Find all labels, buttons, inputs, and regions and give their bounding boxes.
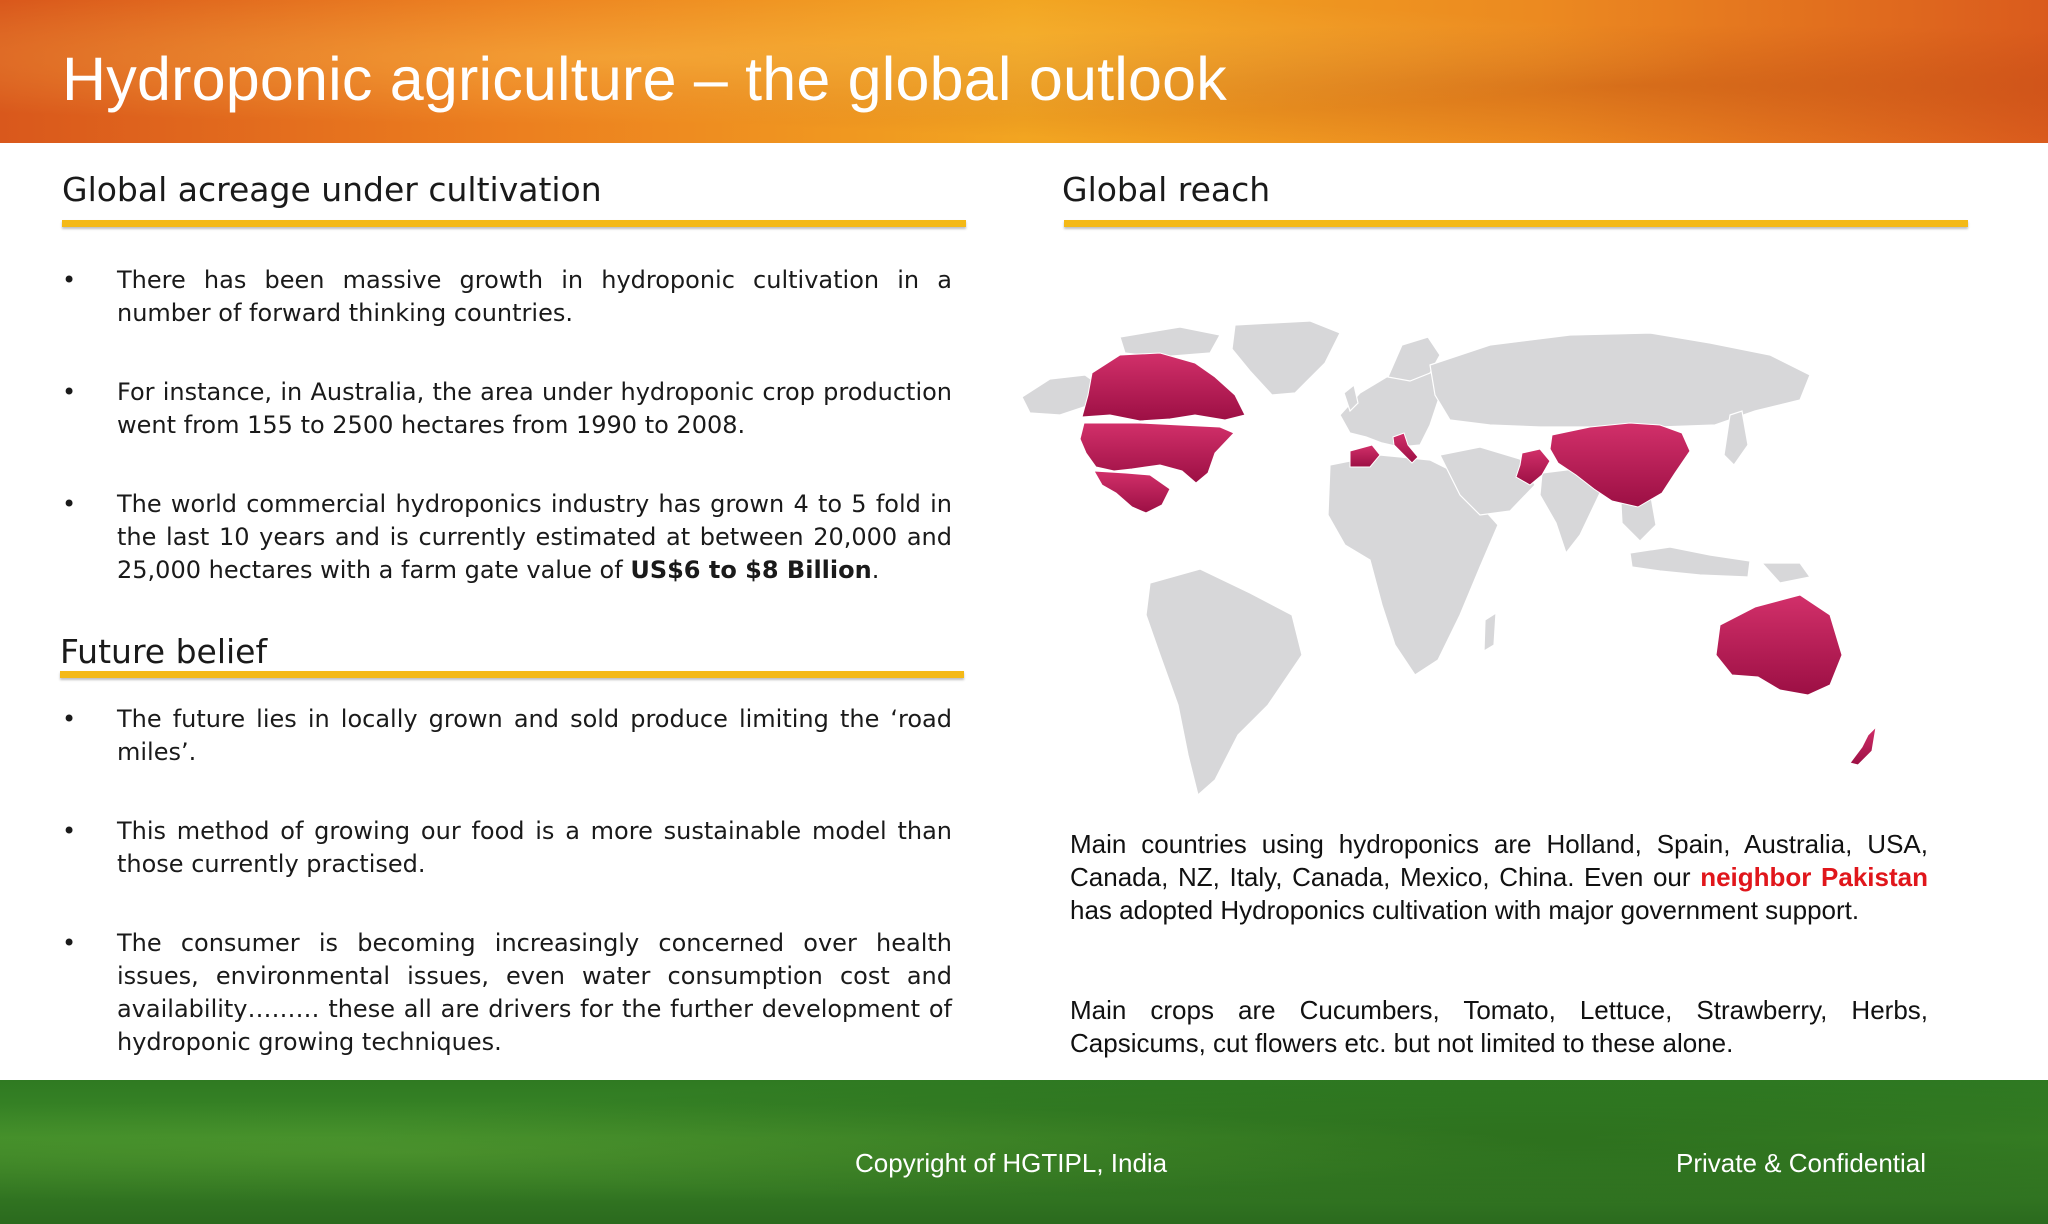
pakistan-highlight: neighbor Pakistan — [1700, 862, 1928, 892]
countries-text-end: has adopted Hydroponics cultivation with… — [1070, 895, 1860, 925]
footer-confidential: Private & Confidential — [1676, 1148, 1927, 1178]
crops-paragraph: Main crops are Cucumbers, Tomato, Lettuc… — [1070, 995, 1928, 1058]
country-canada — [1081, 352, 1246, 422]
bullet-bold-value: US$6 to $8 Billion — [630, 556, 872, 584]
land-uk — [1343, 383, 1359, 413]
bullet-text: For instance, in Australia, the area und… — [117, 378, 952, 439]
land-scandinavia — [1387, 336, 1441, 382]
list-item: • The consumer is becoming increasingly c… — [62, 929, 952, 1056]
bullet-text: There has been massive growth in hydropo… — [117, 266, 952, 327]
country-italy — [1392, 432, 1419, 464]
bullet-text: This method of growing our food is a mor… — [117, 817, 952, 878]
section-title-future: Future belief — [60, 632, 268, 671]
bullet-text: The future lies in locally grown and sol… — [117, 705, 952, 766]
countries-text-start: Main countries using hydroponics are Hol… — [1070, 829, 1928, 892]
land-arctic-islands — [1119, 326, 1221, 358]
map-highlighted-countries — [1079, 352, 1877, 766]
section-title-acreage: Global acreage under cultivation — [62, 170, 602, 209]
bullet-text: The consumer is becoming increasingly co… — [117, 929, 952, 1056]
header-banner: Hydroponic agriculture – the global outl… — [0, 0, 2048, 143]
land-europe — [1339, 366, 1441, 448]
map-land — [1021, 320, 1812, 797]
country-australia — [1715, 594, 1843, 696]
list-item: • This method of growing our food is a mo… — [62, 817, 952, 878]
country-usa — [1079, 422, 1235, 484]
section-rule-future — [60, 671, 964, 678]
list-item: • The future lies in locally grown and so… — [62, 705, 952, 766]
section-rule-global-reach — [1064, 220, 1968, 227]
list-item: • There has been massive growth in hydrop… — [62, 266, 952, 327]
footer-copyright: Copyright of HGTIPL, India — [855, 1148, 1168, 1178]
land-south-america — [1145, 568, 1303, 797]
list-item: • For instance, in Australia, the area un… — [62, 378, 952, 439]
land-madagascar — [1483, 611, 1497, 653]
section-rule-acreage — [62, 220, 966, 227]
future-bullet-list: • The future lies in locally grown and so… — [62, 703, 952, 1059]
list-item: • The world commercial hydroponics indust… — [62, 490, 952, 584]
country-new-zealand — [1849, 725, 1877, 766]
land-africa — [1327, 454, 1499, 676]
land-indonesia — [1629, 546, 1751, 578]
footer-banner: Copyright of HGTIPL, India Private & Con… — [0, 1080, 2048, 1224]
land-papua — [1760, 562, 1812, 584]
bullet-end: . — [871, 556, 880, 584]
country-spain — [1349, 444, 1381, 468]
land-middle-east — [1439, 446, 1536, 516]
section-title-global-reach: Global reach — [1062, 170, 1271, 209]
land-greenland — [1231, 320, 1341, 396]
countries-paragraph: Main countries using hydroponics are Hol… — [1070, 828, 1928, 927]
country-pakistan — [1515, 448, 1551, 486]
country-mexico — [1093, 470, 1171, 514]
country-china — [1549, 422, 1691, 508]
world-map — [1021, 320, 1877, 797]
land-russia-asia — [1429, 332, 1811, 428]
land-japan — [1723, 410, 1749, 466]
bullet-text: The world commercial hydroponics industr… — [117, 490, 952, 584]
page-title: Hydroponic agriculture – the global outl… — [62, 45, 1227, 113]
acreage-bullet-list: • There has been massive growth in hydrop… — [62, 264, 952, 587]
